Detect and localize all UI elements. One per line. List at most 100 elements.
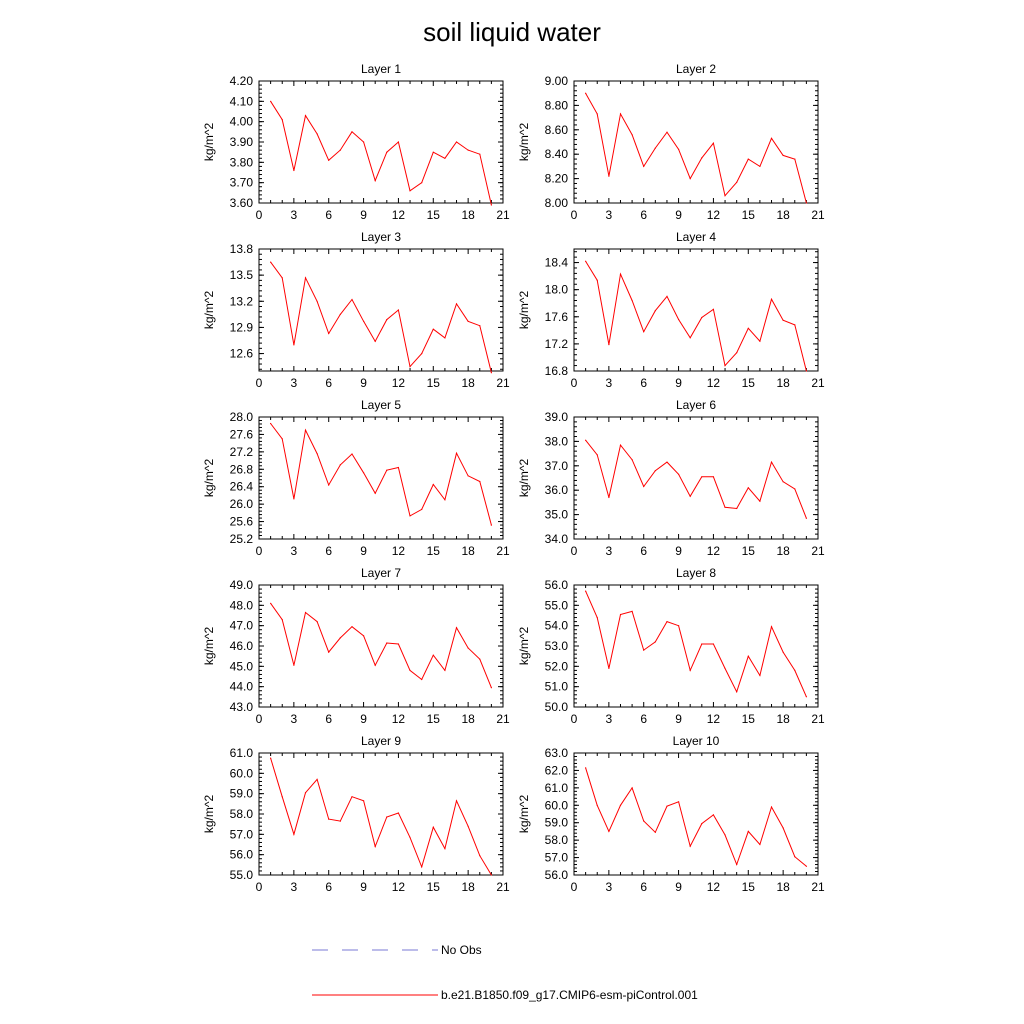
x-tick-label: 18 (776, 544, 790, 558)
data-point (689, 178, 691, 180)
data-point (339, 820, 341, 822)
y-tick-label: 16.8 (545, 364, 569, 378)
data-point (351, 626, 353, 628)
x-tick-label: 6 (325, 712, 332, 726)
x-tick-label: 21 (811, 376, 825, 390)
data-point (421, 353, 423, 355)
panel-layer-5: Layer 5 kg/m^2 0 3 6 9 12 15 18 21 25.2 25.6 26.0 26.… (202, 398, 510, 558)
data-point (759, 500, 761, 502)
data-point (736, 691, 738, 693)
x-tick-label: 6 (640, 544, 647, 558)
data-point (421, 182, 423, 184)
y-axis-label: kg/m^2 (517, 291, 531, 330)
data-point (328, 332, 330, 335)
y-tick-label: 8.00 (545, 196, 569, 210)
data-point (363, 800, 365, 802)
data-point (467, 320, 469, 322)
x-tick-label: 0 (571, 880, 578, 894)
x-tick-label: 9 (675, 376, 682, 390)
data-point (479, 153, 481, 155)
x-tick-label: 15 (742, 376, 756, 390)
y-axis-label: kg/m^2 (202, 459, 216, 498)
x-tick-label: 3 (606, 376, 613, 390)
x-tick-label: 6 (325, 208, 332, 222)
y-axis-label: kg/m^2 (202, 795, 216, 834)
data-point (759, 674, 761, 677)
x-tick-label: 0 (256, 712, 263, 726)
data-point (432, 151, 434, 153)
data-point (643, 649, 645, 651)
data-point (432, 328, 434, 330)
data-point (631, 610, 633, 613)
data-point (490, 372, 492, 374)
data-point (747, 655, 749, 657)
data-point (701, 823, 703, 825)
data-point (397, 466, 399, 469)
x-tick-label: 6 (640, 208, 647, 222)
data-point (386, 151, 388, 153)
data-point (805, 865, 808, 867)
x-tick-label: 6 (325, 544, 332, 558)
data-point (794, 856, 796, 858)
data-point (794, 158, 796, 160)
data-point (701, 643, 703, 645)
data-point (619, 113, 622, 115)
data-point (608, 344, 610, 346)
data-point (270, 757, 272, 759)
data-point (770, 461, 773, 463)
x-tick-label: 6 (325, 880, 332, 894)
y-tick-label: 58.0 (230, 807, 254, 821)
y-axis-label: kg/m^2 (202, 291, 216, 330)
y-tick-label: 43.0 (230, 700, 254, 714)
data-point (585, 590, 587, 592)
data-point (678, 148, 680, 150)
data-point (374, 340, 376, 342)
x-tick-label: 3 (291, 712, 298, 726)
y-tick-label: 8.40 (545, 147, 569, 161)
data-point (782, 651, 784, 653)
data-point (805, 696, 808, 698)
y-tick-label: 13.8 (230, 242, 254, 256)
y-tick-label: 59.0 (545, 816, 569, 830)
x-tick-label: 9 (675, 544, 682, 558)
x-tick-label: 0 (571, 376, 578, 390)
data-point (270, 422, 272, 425)
y-tick-label: 61.0 (230, 746, 254, 760)
y-tick-label: 39.0 (545, 410, 569, 424)
panel-layer-2: Layer 2 kg/m^2 0 3 6 9 12 15 18 21 8.00 8.20 8.40 8.6… (517, 62, 825, 222)
y-tick-label: 25.6 (230, 515, 254, 529)
series-line (270, 423, 492, 526)
x-tick-label: 6 (640, 376, 647, 390)
data-point (736, 507, 738, 510)
x-tick-label: 3 (606, 880, 613, 894)
data-point (339, 149, 341, 151)
data-point (643, 331, 645, 333)
y-tick-label: 48.0 (230, 598, 254, 612)
y-tick-label: 26.4 (230, 480, 254, 494)
data-point (293, 498, 295, 500)
y-tick-label: 3.80 (230, 155, 254, 169)
data-point (759, 340, 761, 342)
x-tick-label: 9 (360, 208, 367, 222)
y-tick-label: 44.0 (230, 680, 254, 694)
series-line (585, 590, 807, 698)
x-tick-label: 9 (360, 880, 367, 894)
data-point (281, 438, 283, 440)
figure-title: soil liquid water (423, 17, 601, 47)
data-point (596, 454, 598, 456)
data-point (596, 804, 598, 806)
data-point (467, 149, 469, 151)
y-tick-label: 3.60 (230, 196, 254, 210)
data-point (455, 303, 458, 305)
x-tick-label: 15 (742, 880, 756, 894)
y-tick-label: 4.00 (230, 115, 254, 129)
data-point (490, 524, 492, 526)
data-point (654, 831, 656, 833)
x-tick-label: 3 (606, 544, 613, 558)
data-point (701, 157, 703, 159)
data-point (444, 848, 446, 850)
data-point (712, 643, 715, 645)
panel-title: Layer 1 (361, 62, 401, 76)
data-point (643, 485, 645, 488)
data-point (770, 806, 773, 808)
